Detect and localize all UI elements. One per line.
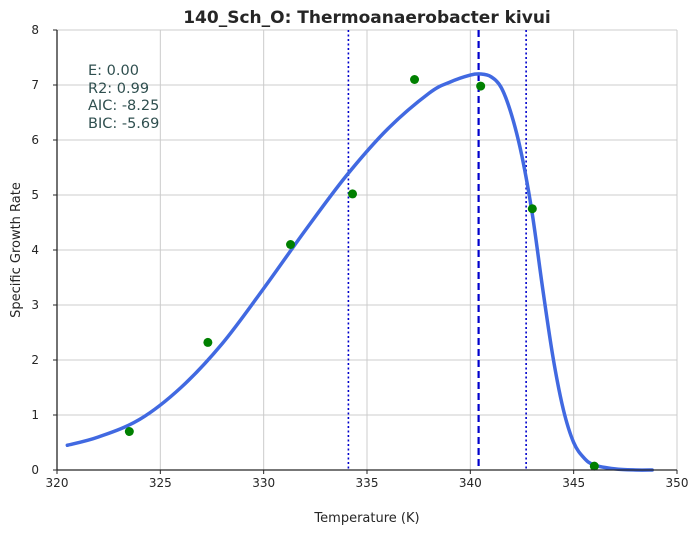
stat-r2: R2: 0.99 [88,81,149,97]
fit-statistics: E: 0.00 R2: 0.99 AIC: -8.25 BIC: -5.69 [88,63,159,132]
x-tick-label-4: 340 [459,476,482,490]
y-tick-label-3: 3 [31,298,39,312]
x-tick-label-0: 320 [46,476,69,490]
chart-title: 140_Sch_O: Thermoanaerobacter kivui [183,8,551,28]
data-point-3 [348,189,358,199]
y-tick-label-5: 5 [31,188,39,202]
x-tick-label-5: 345 [562,476,585,490]
plot-series [65,72,654,472]
y-tick-label-0: 0 [31,463,39,477]
data-point-0 [124,427,134,436]
grid [57,29,678,470]
x-tick-label-2: 330 [252,476,275,490]
x-axis-label: Temperature (K) [313,511,419,526]
fit-curve [65,72,654,472]
x-tick-label-6: 350 [666,476,689,490]
stat-e: E: 0.00 [88,63,139,79]
y-tick-label-8: 8 [31,23,39,37]
y-tick-label-1: 1 [31,408,39,422]
y-tick-label-6: 6 [31,133,39,147]
stat-bic: BIC: -5.69 [88,116,159,132]
y-tick-label-2: 2 [31,353,39,367]
x-tick-label-3: 335 [356,476,379,490]
data-point-1 [203,337,213,347]
y-tick-label-7: 7 [31,78,39,92]
y-tick-label-4: 4 [31,243,39,257]
data-point-4 [410,75,420,84]
data-point-5 [476,81,486,91]
data-point-2 [286,240,296,249]
data-point-6 [527,204,537,214]
y-axis-label: Specific Growth Rate [9,182,24,318]
data-point-7 [589,461,599,471]
vertical-reference-lines [347,30,527,470]
x-tick-label-1: 325 [149,476,172,490]
stat-aic: AIC: -8.25 [88,98,159,114]
